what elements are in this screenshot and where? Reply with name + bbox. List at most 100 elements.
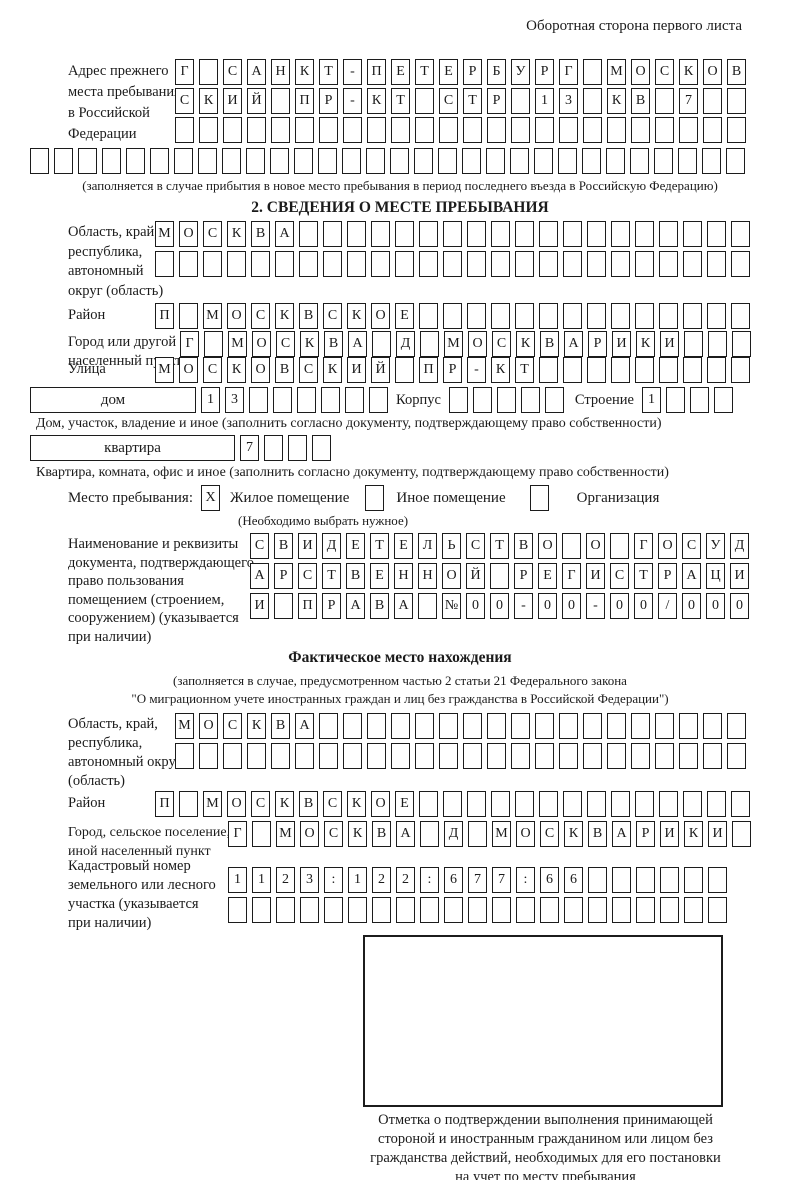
char-box[interactable]: Р bbox=[658, 563, 677, 589]
char-box[interactable] bbox=[659, 357, 678, 383]
char-box[interactable]: В bbox=[514, 533, 533, 559]
char-box[interactable] bbox=[271, 743, 290, 769]
char-box[interactable] bbox=[321, 387, 340, 413]
char-box[interactable] bbox=[78, 148, 97, 174]
char-box[interactable] bbox=[415, 88, 434, 114]
char-box[interactable]: 0 bbox=[682, 593, 701, 619]
char-box[interactable] bbox=[707, 357, 726, 383]
char-box[interactable] bbox=[443, 221, 462, 247]
char-box[interactable] bbox=[348, 897, 367, 923]
char-box[interactable] bbox=[288, 435, 307, 461]
char-box[interactable]: С bbox=[492, 331, 511, 357]
char-box[interactable]: 2 bbox=[372, 867, 391, 893]
char-box[interactable] bbox=[343, 117, 362, 143]
char-box[interactable]: Е bbox=[538, 563, 557, 589]
char-box[interactable]: В bbox=[588, 821, 607, 847]
char-box[interactable] bbox=[659, 303, 678, 329]
char-box[interactable]: М bbox=[492, 821, 511, 847]
char-box[interactable] bbox=[395, 357, 414, 383]
char-box[interactable] bbox=[703, 117, 722, 143]
char-box[interactable]: Г bbox=[562, 563, 581, 589]
char-box[interactable]: В bbox=[299, 791, 318, 817]
char-box[interactable]: В bbox=[346, 563, 365, 589]
char-box[interactable] bbox=[369, 387, 388, 413]
char-box[interactable] bbox=[419, 251, 438, 277]
char-box[interactable]: Е bbox=[370, 563, 389, 589]
char-box[interactable]: Ц bbox=[706, 563, 725, 589]
char-box[interactable] bbox=[635, 357, 654, 383]
char-box[interactable]: М bbox=[276, 821, 295, 847]
char-box[interactable]: М bbox=[175, 713, 194, 739]
char-box[interactable] bbox=[534, 148, 553, 174]
char-box[interactable] bbox=[540, 897, 559, 923]
char-box[interactable] bbox=[251, 251, 270, 277]
char-box[interactable] bbox=[487, 743, 506, 769]
char-box[interactable]: К bbox=[275, 791, 294, 817]
char-box[interactable]: К bbox=[367, 88, 386, 114]
char-box[interactable]: М bbox=[155, 357, 174, 383]
char-box[interactable]: С bbox=[251, 791, 270, 817]
char-box[interactable] bbox=[273, 387, 292, 413]
char-box[interactable] bbox=[443, 791, 462, 817]
char-box[interactable]: Г bbox=[180, 331, 199, 357]
char-box[interactable]: 0 bbox=[610, 593, 629, 619]
char-box[interactable]: 0 bbox=[538, 593, 557, 619]
char-box[interactable]: И bbox=[660, 821, 679, 847]
char-box[interactable] bbox=[467, 791, 486, 817]
char-box[interactable]: Г bbox=[175, 59, 194, 85]
char-box[interactable] bbox=[660, 897, 679, 923]
char-box[interactable] bbox=[727, 88, 746, 114]
char-box[interactable]: О bbox=[586, 533, 605, 559]
char-box[interactable]: 2 bbox=[396, 867, 415, 893]
char-box[interactable] bbox=[179, 251, 198, 277]
char-box[interactable] bbox=[563, 791, 582, 817]
char-box[interactable]: 7 bbox=[679, 88, 698, 114]
char-box[interactable]: К bbox=[348, 821, 367, 847]
char-box[interactable]: - bbox=[514, 593, 533, 619]
char-box[interactable]: Р bbox=[588, 331, 607, 357]
char-box[interactable] bbox=[246, 148, 265, 174]
char-box[interactable]: 7 bbox=[240, 435, 259, 461]
char-box[interactable]: А bbox=[346, 593, 365, 619]
checkbox-organizaciya[interactable] bbox=[529, 485, 549, 511]
char-box[interactable] bbox=[419, 791, 438, 817]
char-box[interactable] bbox=[684, 897, 703, 923]
char-box[interactable]: Т bbox=[515, 357, 534, 383]
char-box[interactable] bbox=[516, 897, 535, 923]
char-box[interactable]: О bbox=[371, 303, 390, 329]
char-box[interactable] bbox=[511, 743, 530, 769]
char-box[interactable] bbox=[366, 148, 385, 174]
char-box[interactable]: И bbox=[612, 331, 631, 357]
char-box[interactable] bbox=[150, 148, 169, 174]
char-box[interactable]: О bbox=[179, 221, 198, 247]
char-box[interactable]: О bbox=[631, 59, 650, 85]
char-box[interactable] bbox=[367, 743, 386, 769]
char-box[interactable] bbox=[655, 117, 674, 143]
char-box[interactable]: И bbox=[298, 533, 317, 559]
char-box[interactable] bbox=[271, 88, 290, 114]
char-box[interactable] bbox=[607, 743, 626, 769]
char-box[interactable] bbox=[300, 897, 319, 923]
char-box[interactable] bbox=[654, 148, 673, 174]
char-box[interactable]: Б bbox=[487, 59, 506, 85]
char-box[interactable] bbox=[391, 713, 410, 739]
char-box[interactable] bbox=[683, 303, 702, 329]
char-box[interactable] bbox=[659, 251, 678, 277]
char-box[interactable] bbox=[583, 59, 602, 85]
char-box[interactable]: О bbox=[199, 713, 218, 739]
char-box[interactable]: Й bbox=[371, 357, 390, 383]
char-box[interactable] bbox=[418, 593, 437, 619]
char-box[interactable]: В bbox=[370, 593, 389, 619]
char-box[interactable]: - bbox=[343, 88, 362, 114]
char-box[interactable] bbox=[707, 791, 726, 817]
char-box[interactable]: С bbox=[298, 563, 317, 589]
char-box[interactable] bbox=[731, 221, 750, 247]
checkbox-inoe[interactable] bbox=[365, 485, 385, 511]
char-box[interactable] bbox=[659, 221, 678, 247]
char-box[interactable] bbox=[467, 221, 486, 247]
char-box[interactable]: Т bbox=[319, 59, 338, 85]
char-box[interactable] bbox=[732, 821, 751, 847]
char-box[interactable]: О bbox=[251, 357, 270, 383]
char-box[interactable]: М bbox=[155, 221, 174, 247]
char-box[interactable]: С bbox=[251, 303, 270, 329]
